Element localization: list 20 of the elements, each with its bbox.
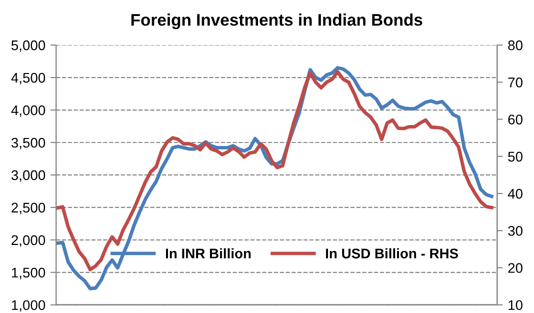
y-tick-label: 4,000 (11, 105, 46, 117)
y2-tick-label: 10 (508, 300, 522, 310)
y-tick-label: 2,500 (12, 202, 46, 214)
y2-tick-label: 40 (508, 188, 522, 199)
y-tick-label: 2,000 (12, 235, 46, 247)
y-tick-label: 1,500 (12, 268, 46, 280)
y-tick-label: 5,000 (11, 40, 46, 52)
y-tick-label: 3,000 (11, 170, 46, 182)
y-tick-label: 4,500 (11, 72, 46, 84)
y2-tick-label: 60 (508, 114, 522, 124)
chart-title: Foreign Investments in Indian Bonds (131, 14, 422, 30)
y2-tick-label: 70 (508, 78, 522, 88)
legend-label: In INR Billion (166, 248, 251, 258)
y2-tick-label: 80 (508, 40, 522, 50)
legend-label: In USD Billion - RHS (326, 248, 458, 258)
y-tick-label: 3,500 (11, 138, 46, 150)
y2-tick-label: 30 (508, 226, 522, 236)
y2-tick-label: 50 (508, 152, 522, 162)
y-tick-label: 1,000 (12, 300, 46, 312)
y2-tick-label: 20 (508, 263, 522, 273)
